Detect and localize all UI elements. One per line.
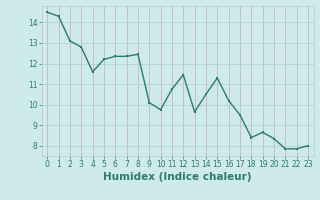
X-axis label: Humidex (Indice chaleur): Humidex (Indice chaleur) [103,172,252,182]
